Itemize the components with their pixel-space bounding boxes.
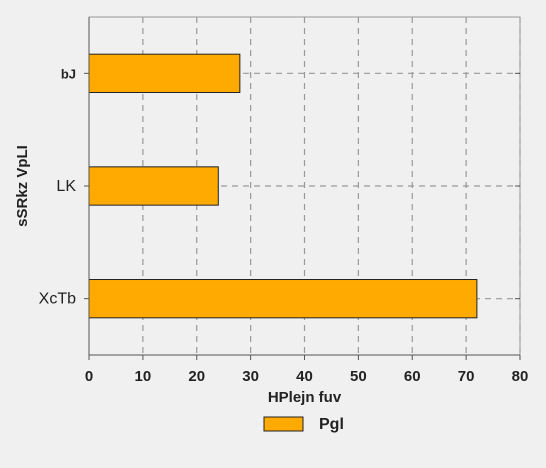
legend-label: Pgl bbox=[319, 416, 344, 433]
bar-XcTb bbox=[88, 279, 478, 319]
y-tick-label: LK bbox=[56, 178, 76, 195]
x-tick-label: 80 bbox=[512, 368, 529, 385]
x-tick-label: 10 bbox=[135, 368, 152, 385]
legend: Pgl bbox=[263, 416, 344, 433]
x-tick-label: 60 bbox=[404, 368, 421, 385]
y-tick-label: bJ bbox=[61, 66, 76, 81]
x-tick-label: 40 bbox=[296, 368, 313, 385]
x-axis-title: HPlejn fuv bbox=[268, 389, 342, 406]
x-ticks: 0 10 20 30 40 50 60 70 80 bbox=[85, 355, 529, 385]
bar-LK bbox=[88, 166, 219, 206]
bars bbox=[88, 53, 478, 319]
y-axis-title: sSRkz VpLI bbox=[14, 145, 31, 227]
x-tick-label: 20 bbox=[188, 368, 205, 385]
x-tick-label: 30 bbox=[242, 368, 259, 385]
x-tick-label: 70 bbox=[458, 368, 475, 385]
x-tick-label: 50 bbox=[350, 368, 367, 385]
bar-bJ bbox=[88, 53, 241, 93]
x-tick-label: 0 bbox=[85, 368, 93, 385]
y-ticks: bJ LK XcTb bbox=[39, 66, 520, 308]
y-tick-label: XcTb bbox=[39, 291, 76, 308]
legend-swatch bbox=[263, 416, 304, 432]
